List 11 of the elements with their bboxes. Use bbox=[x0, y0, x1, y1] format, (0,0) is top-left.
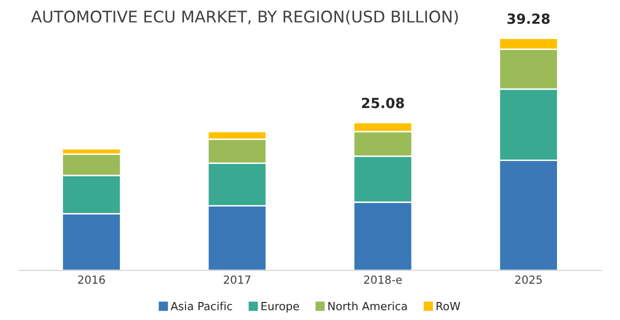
x-tick-label: 2017 bbox=[224, 275, 250, 284]
text: 39.28 bbox=[508, 13, 550, 24]
legend-label: North America bbox=[328, 302, 407, 310]
annotation: 25.08 bbox=[362, 98, 404, 108]
x-tick-label: 2016 bbox=[78, 275, 105, 284]
legend-label: RoW bbox=[436, 302, 460, 310]
legend-label: Europe bbox=[262, 302, 299, 312]
legend-label: Asia Pacific bbox=[170, 302, 232, 310]
chart-title: AUTOMOTIVE ECU MARKET, BY REGION(USD BILLION) bbox=[31, 10, 458, 25]
x-tick-label: 2025 bbox=[515, 275, 542, 284]
x-tick-label: 2018-e bbox=[364, 275, 402, 284]
